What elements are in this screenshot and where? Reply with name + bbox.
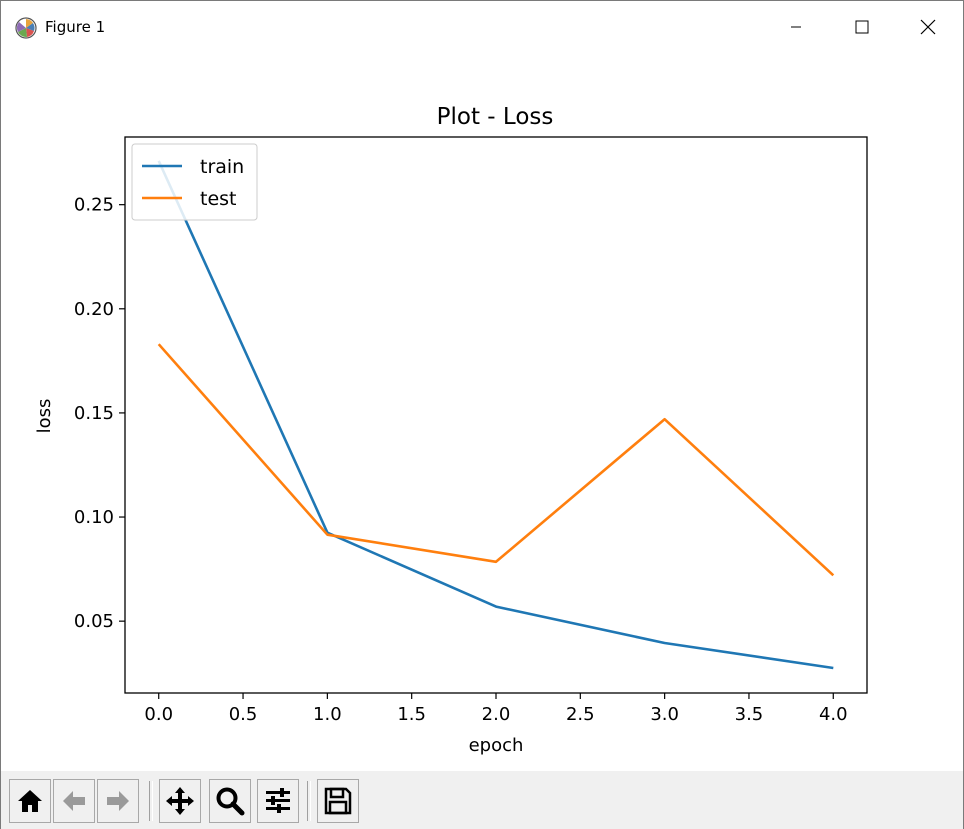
- y-tick-label: 0.15: [74, 403, 114, 424]
- toolbar-separator: [307, 781, 311, 821]
- minimize-icon: [791, 26, 801, 28]
- title-bar[interactable]: Figure 1: [1, 1, 963, 53]
- maximize-button[interactable]: [829, 1, 895, 53]
- x-tick-label: 0.5: [229, 704, 258, 725]
- zoom-button[interactable]: [209, 779, 251, 823]
- x-tick-label: 3.0: [650, 704, 679, 725]
- forward-button[interactable]: [97, 779, 139, 823]
- y-tick-label: 0.20: [74, 299, 114, 320]
- arrow-right-icon: [107, 791, 129, 811]
- minimize-button[interactable]: [763, 1, 829, 53]
- y-tick-label: 0.25: [74, 195, 114, 216]
- x-tick-label: 2.5: [566, 704, 595, 725]
- home-icon: [18, 790, 42, 812]
- toolbar-separator: [149, 781, 153, 821]
- loss-chart: Plot - Loss 0.0 0.5 1.0 1.5 2.0 2.5 3.0 3.5 4.0 0…: [34, 104, 868, 756]
- move-icon: [166, 787, 194, 815]
- home-button[interactable]: [9, 779, 51, 823]
- y-axis-label: loss: [34, 399, 55, 434]
- save-button[interactable]: [317, 779, 359, 823]
- navigation-toolbar: [1, 771, 963, 829]
- magnifier-icon: [216, 787, 245, 816]
- pan-button[interactable]: [159, 779, 201, 823]
- y-tick-label: 0.10: [74, 507, 114, 528]
- axes-frame: [124, 136, 868, 694]
- x-tick-label: 1.5: [397, 704, 426, 725]
- legend: train test: [131, 143, 258, 221]
- close-button[interactable]: [895, 1, 961, 53]
- maximize-icon: [855, 20, 869, 34]
- plot-canvas[interactable]: Plot - Loss 0.0 0.5 1.0 1.5 2.0 2.5 3.0 3.5 4.0 0…: [1, 53, 963, 769]
- x-tick-label: 3.5: [735, 704, 764, 725]
- series-line-train: [157, 160, 834, 670]
- legend-label-test: test: [200, 188, 237, 210]
- legend-box: [131, 143, 258, 221]
- series-line-test: [157, 343, 835, 577]
- matplotlib-logo-icon: [15, 17, 37, 39]
- back-button[interactable]: [53, 779, 95, 823]
- window-title: Figure 1: [45, 18, 106, 36]
- x-axis-label: epoch: [469, 735, 524, 756]
- x-tick-label: 4.0: [819, 704, 848, 725]
- x-tick-label: 2.0: [482, 704, 511, 725]
- legend-label-train: train: [200, 156, 244, 178]
- arrow-left-icon: [63, 791, 85, 811]
- x-tick-label: 0.0: [144, 704, 173, 725]
- x-tick-label: 1.0: [313, 704, 342, 725]
- configure-subplots-button[interactable]: [257, 779, 299, 823]
- floppy-disk-icon: [324, 787, 352, 815]
- chart-title: Plot - Loss: [437, 104, 554, 130]
- y-tick-label: 0.05: [74, 611, 114, 632]
- sliders-icon: [266, 788, 290, 813]
- close-icon: [920, 19, 936, 35]
